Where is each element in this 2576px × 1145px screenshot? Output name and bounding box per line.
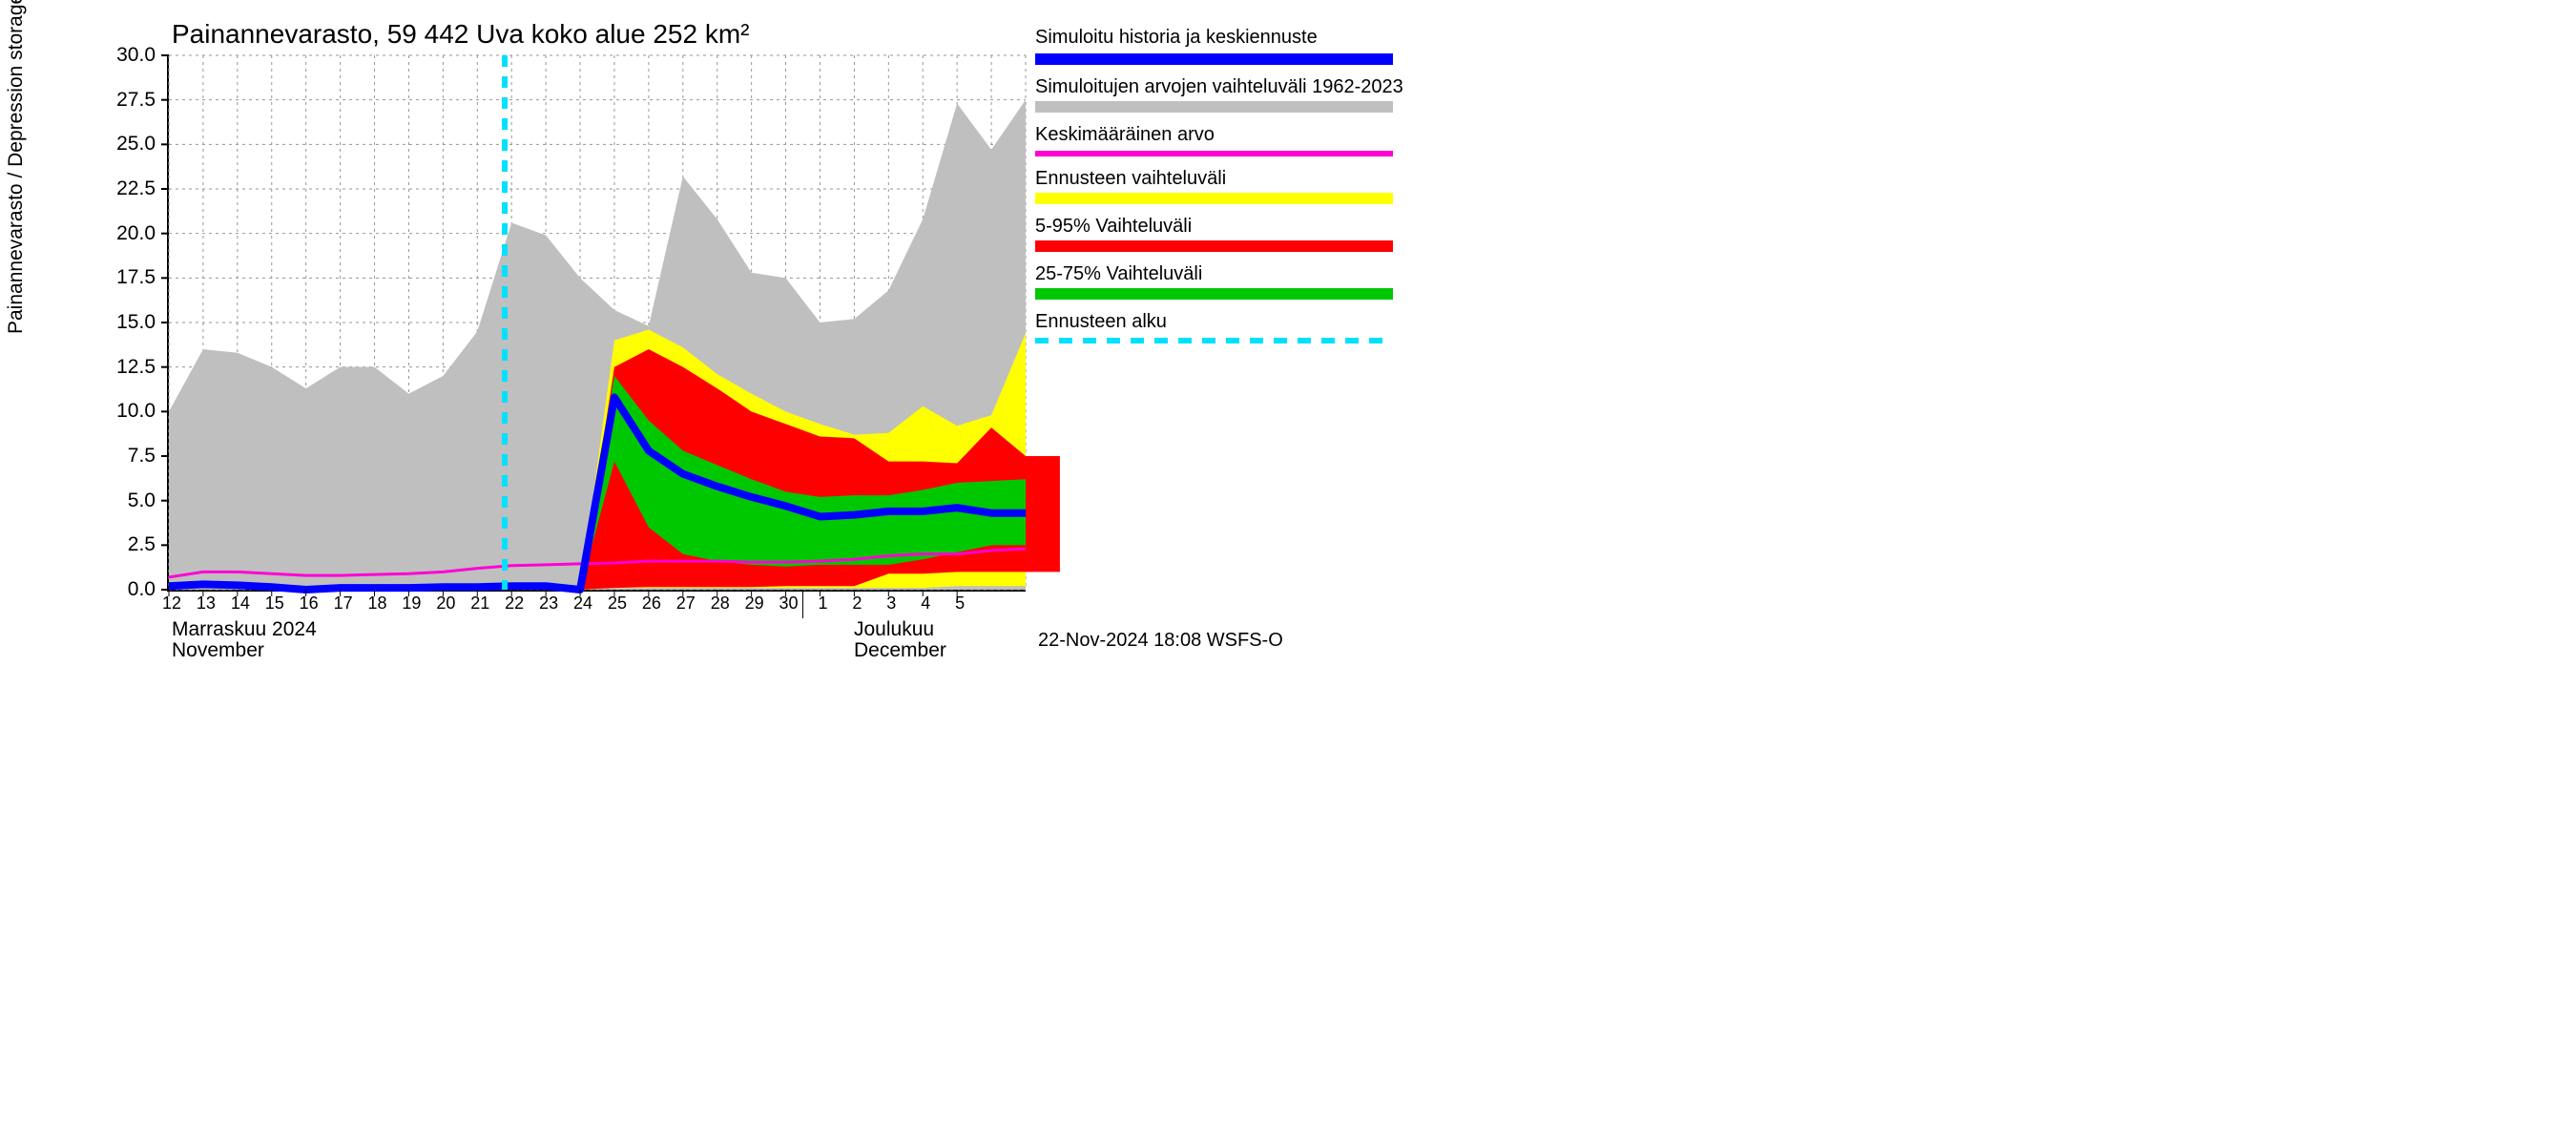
legend-entry: Keskimääräinen arvo (1035, 124, 1417, 156)
legend-label: Simuloitujen arvojen vaihteluväli 1962-2… (1035, 76, 1417, 98)
legend-entry: Ennusteen alku (1035, 311, 1417, 344)
legend-swatch (1035, 288, 1393, 300)
legend-swatch (1035, 338, 1393, 344)
y-tick-label: 5.0 (103, 489, 156, 512)
legend-entry: Ennusteen vaihteluväli (1035, 168, 1417, 204)
legend-swatch (1035, 101, 1393, 113)
x-tick-label: 29 (740, 593, 769, 614)
x-tick-label: 30 (775, 593, 803, 614)
chart-title: Painannevarasto, 59 442 Uva koko alue 25… (172, 19, 750, 50)
x-tick-label: 27 (672, 593, 700, 614)
x-tick-label: 22 (500, 593, 529, 614)
timestamp: 22-Nov-2024 18:08 WSFS-O (1038, 630, 1283, 652)
y-tick-label: 27.5 (103, 89, 156, 112)
y-tick-label: 25.0 (103, 133, 156, 156)
y-tick-label: 2.5 (103, 533, 156, 556)
legend-entry: 25-75% Vaihteluväli (1035, 263, 1417, 300)
y-tick-label: 7.5 (103, 445, 156, 468)
x-tick-label: 17 (329, 593, 358, 614)
legend-entry: Simuloitujen arvojen vaihteluväli 1962-2… (1035, 76, 1417, 113)
month-label-nov-fi: Marraskuu 2024 (172, 618, 317, 641)
legend-entry: Simuloitu historia ja keskiennuste (1035, 27, 1417, 65)
x-tick-label: 13 (192, 593, 220, 614)
x-tick-label: 12 (157, 593, 186, 614)
x-tick-label: 2 (842, 593, 871, 614)
x-tick-label: 3 (877, 593, 905, 614)
x-tick-label: 15 (260, 593, 289, 614)
x-tick-label: 16 (295, 593, 323, 614)
x-tick-label: 14 (226, 593, 255, 614)
y-tick-label: 20.0 (103, 222, 156, 245)
legend-label: Ennusteen vaihteluväli (1035, 168, 1417, 190)
legend-label: Simuloitu historia ja keskiennuste (1035, 27, 1417, 49)
chart-svg (169, 55, 1026, 590)
y-tick-label: 22.5 (103, 177, 156, 200)
y-tick-label: 0.0 (103, 578, 156, 601)
x-tick-label: 19 (397, 593, 426, 614)
x-tick-label: 4 (911, 593, 940, 614)
y-tick-label: 10.0 (103, 400, 156, 423)
month-label-dec-en: December (854, 639, 946, 662)
y-tick-label: 30.0 (103, 44, 156, 67)
x-tick-label: 1 (808, 593, 837, 614)
x-tick-label: 24 (569, 593, 597, 614)
legend-entry: 5-95% Vaihteluväli (1035, 216, 1417, 252)
plot-area (167, 55, 1026, 592)
x-tick-label: 26 (637, 593, 666, 614)
legend: Simuloitu historia ja keskiennuste Simulo… (1035, 27, 1417, 355)
legend-label: Ennusteen alku (1035, 311, 1417, 333)
legend-swatch (1035, 151, 1393, 156)
x-tick-label: 23 (534, 593, 563, 614)
y-axis-title: Painannevarasto / Depression storage mm (5, 0, 28, 334)
legend-label: 25-75% Vaihteluväli (1035, 263, 1417, 285)
y-axis-title-text: Painannevarasto / Depression storage mm (5, 0, 27, 334)
month-label-nov-en: November (172, 639, 264, 662)
y-tick-label: 12.5 (103, 356, 156, 379)
legend-swatch (1035, 193, 1393, 204)
legend-label: 5-95% Vaihteluväli (1035, 216, 1417, 238)
y-tick-label: 15.0 (103, 311, 156, 334)
legend-label: Keskimääräinen arvo (1035, 124, 1417, 146)
chart-title-text: Painannevarasto, 59 442 Uva koko alue 25… (172, 19, 750, 49)
chart-container: Painannevarasto / Depression storage mm … (0, 0, 1431, 668)
x-tick-label: 20 (431, 593, 460, 614)
legend-swatch (1035, 240, 1393, 252)
month-label-dec-fi: Joulukuu (854, 618, 934, 641)
x-tick-label: 25 (603, 593, 632, 614)
legend-swatch (1035, 53, 1393, 65)
y-tick-label: 17.5 (103, 266, 156, 289)
x-tick-label: 28 (706, 593, 735, 614)
x-tick-label: 18 (364, 593, 392, 614)
x-tick-label: 21 (466, 593, 494, 614)
x-tick-label: 5 (945, 593, 974, 614)
